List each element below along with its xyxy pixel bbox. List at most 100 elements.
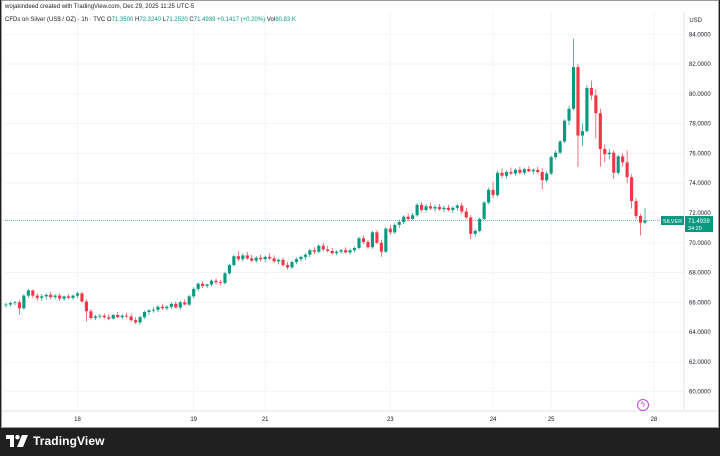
candle-body bbox=[607, 152, 611, 155]
tradingview-logo-icon bbox=[6, 435, 28, 447]
candle-body bbox=[339, 250, 343, 252]
candle-body bbox=[509, 172, 513, 174]
candle-body bbox=[290, 262, 294, 268]
candle-body bbox=[250, 258, 254, 261]
candle-body bbox=[111, 314, 115, 319]
candle-body bbox=[321, 245, 325, 250]
candle-body bbox=[218, 282, 223, 284]
volume-label: Vol bbox=[266, 17, 276, 23]
currency-label[interactable]: USD bbox=[689, 18, 702, 24]
candle-body bbox=[245, 255, 249, 259]
y-tick-label: 60.0000 bbox=[689, 390, 711, 396]
candle-body bbox=[294, 259, 299, 263]
candle-body bbox=[536, 169, 540, 173]
candle-body bbox=[415, 204, 419, 216]
candle-body bbox=[348, 250, 352, 253]
candle-body bbox=[71, 295, 75, 298]
candle-body bbox=[366, 242, 370, 248]
change-value: +0.1417 (+0.20%) bbox=[217, 17, 266, 23]
candle-body bbox=[209, 280, 214, 285]
candle-body bbox=[625, 162, 629, 178]
candle-body bbox=[518, 169, 522, 173]
candle-body bbox=[263, 256, 267, 260]
candle-body bbox=[254, 257, 258, 261]
candle-body bbox=[17, 302, 21, 309]
candle-body bbox=[455, 205, 459, 208]
candle-body bbox=[272, 258, 276, 262]
y-tick-label: 70.0000 bbox=[689, 241, 711, 247]
candle-body bbox=[174, 303, 178, 308]
candle-body bbox=[424, 206, 428, 211]
candle-body bbox=[84, 301, 88, 312]
candle-body bbox=[513, 169, 517, 174]
candle-body bbox=[388, 228, 392, 233]
candle-body bbox=[53, 295, 57, 298]
candle-body bbox=[576, 67, 580, 136]
price-axis[interactable]: 60.0000 62.0000 64.0000 66.0000 68.0000 70.00… bbox=[689, 32, 711, 395]
candle-body bbox=[491, 189, 495, 196]
candle-body bbox=[66, 296, 71, 298]
symbol-description[interactable]: CFDs on Silver (US$ / OZ) · 1h · TVC bbox=[5, 17, 106, 23]
candle-body bbox=[241, 255, 245, 260]
price-tag-countdown: 34:20 bbox=[688, 226, 702, 232]
candle-body bbox=[621, 156, 625, 163]
candle-body bbox=[285, 265, 290, 268]
x-tick-label: 21 bbox=[262, 417, 269, 423]
candle-body bbox=[554, 152, 558, 158]
candle-body bbox=[214, 280, 218, 283]
candle-body bbox=[93, 316, 97, 318]
candle-body bbox=[589, 87, 593, 96]
lightning-icon[interactable]: ϟ bbox=[637, 399, 649, 411]
candle-body bbox=[4, 304, 8, 306]
time-axis[interactable]: 18 19 21 23 24 25 28 bbox=[74, 417, 658, 423]
candle-body bbox=[460, 205, 464, 212]
candle-body bbox=[361, 238, 366, 243]
candle-body bbox=[317, 245, 321, 252]
candle-body bbox=[344, 250, 348, 253]
y-tick-label: 66.0000 bbox=[689, 300, 711, 306]
y-tick-label: 82.0000 bbox=[689, 62, 711, 68]
candle-body bbox=[464, 211, 468, 218]
creator-line: wojakindeed created with TradingView.com… bbox=[5, 4, 195, 10]
brand-name: TradingView bbox=[33, 434, 105, 448]
candle-body bbox=[478, 218, 482, 231]
candle-body bbox=[183, 302, 187, 305]
candle-body bbox=[598, 113, 602, 149]
candle-body bbox=[612, 152, 616, 173]
candle-body bbox=[281, 259, 285, 266]
candle-body bbox=[142, 311, 147, 318]
candle-body bbox=[160, 306, 164, 309]
x-tick-label: 28 bbox=[651, 417, 658, 423]
candle-body bbox=[102, 315, 106, 318]
y-tick-label: 62.0000 bbox=[689, 360, 711, 366]
candle-body bbox=[522, 169, 526, 173]
high-value: 72.3240 bbox=[139, 17, 162, 23]
candle-body bbox=[469, 217, 473, 234]
candle-body bbox=[192, 288, 196, 297]
candle-body bbox=[487, 189, 491, 203]
candle-body bbox=[504, 172, 509, 176]
x-tick-label: 25 bbox=[548, 417, 555, 423]
x-tick-label: 19 bbox=[190, 417, 197, 423]
y-tick-label: 72.0000 bbox=[689, 211, 711, 217]
open-value: 71.3500 bbox=[111, 17, 134, 23]
candle-body bbox=[411, 215, 415, 219]
candle-body bbox=[433, 207, 437, 209]
y-tick-label: 74.0000 bbox=[689, 181, 711, 187]
candle-body bbox=[370, 232, 374, 248]
tradingview-logo[interactable]: TradingView bbox=[6, 433, 105, 449]
volume-value: 80.83 K bbox=[275, 17, 296, 23]
candle-body bbox=[326, 249, 330, 251]
candle-body bbox=[567, 108, 571, 121]
candle-body bbox=[549, 157, 553, 174]
ohlc-legend: CFDs on Silver (US$ / OZ) · 1h · TVC O71… bbox=[5, 17, 296, 23]
candle-body bbox=[58, 295, 62, 299]
candle-body bbox=[563, 120, 567, 142]
candle-body bbox=[585, 87, 589, 132]
close-label: C bbox=[189, 17, 194, 23]
candle-body bbox=[201, 283, 205, 286]
candle-body bbox=[308, 250, 312, 255]
candle-body bbox=[638, 215, 643, 223]
candle-body bbox=[594, 95, 598, 114]
